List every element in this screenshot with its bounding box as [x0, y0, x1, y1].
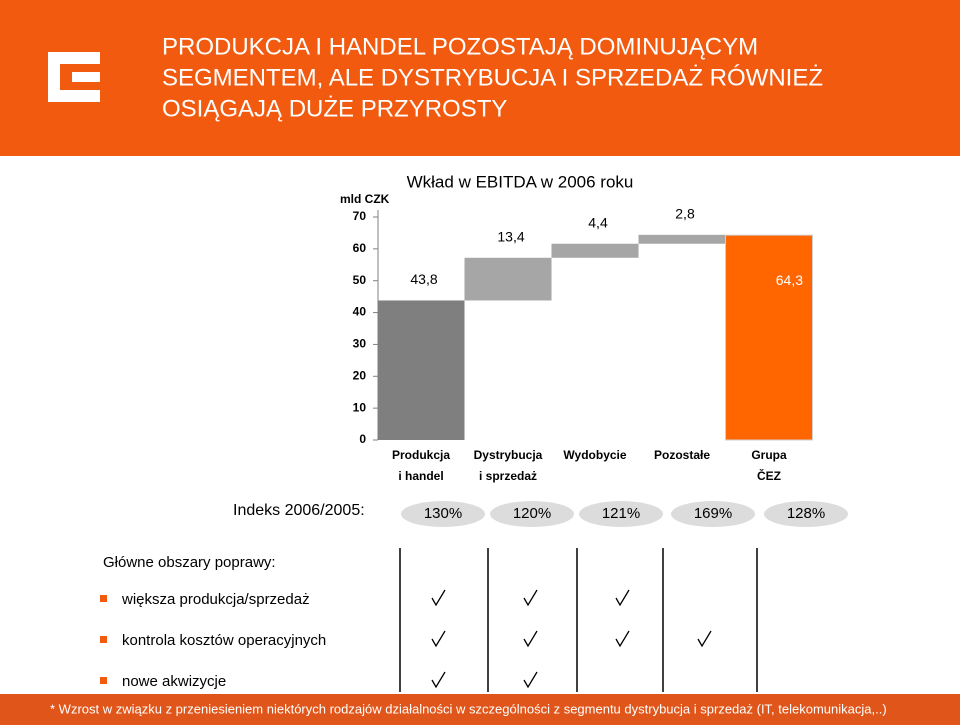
index-oval — [671, 501, 755, 527]
index-value: 120% — [513, 505, 551, 522]
y-tick-label: 0 — [359, 432, 366, 446]
bullet — [100, 636, 107, 643]
index-value: 128% — [787, 505, 825, 522]
checkmark — [697, 630, 712, 648]
y-tick-label: 60 — [353, 241, 367, 255]
checkmark — [431, 589, 446, 607]
index-oval — [490, 501, 574, 527]
improvement-label: kontrola kosztów operacyjnych — [122, 632, 326, 649]
bar — [725, 234, 813, 441]
y-tick-label: 50 — [353, 273, 367, 287]
bar — [464, 257, 552, 301]
bullet — [100, 595, 107, 602]
footnote: * Wzrost w związku z przeniesieniem niek… — [50, 701, 887, 716]
value-label: 13,4 — [497, 228, 524, 244]
title-line: SEGMENTEM, ALE DYSTRYBUCJA I SPRZEDAŻ RÓ… — [162, 64, 823, 91]
x-tick-label: Dystrybucja i sprzedaż — [473, 448, 543, 483]
checkmark — [431, 671, 446, 689]
x-tick-label: Pozostałe — [653, 448, 710, 462]
value-label: 64,3 — [776, 272, 803, 288]
index-value: 121% — [602, 505, 640, 522]
y-tick-label: 10 — [353, 400, 367, 414]
value-label: 2,8 — [675, 206, 695, 222]
checkmark — [523, 589, 538, 607]
title-line: OSIĄGAJĄ DUŻE PRZYROSTY — [162, 95, 507, 122]
y-tick-label: 20 — [353, 368, 367, 382]
index-oval — [764, 501, 848, 527]
value-label: 43,8 — [410, 271, 437, 287]
index-oval — [579, 501, 663, 527]
index-label: Indeks 2006/2005: — [233, 502, 365, 519]
y-tick-label: 70 — [353, 209, 367, 223]
checkmark — [431, 630, 446, 648]
x-tick-label: Grupa ČEZ — [751, 448, 787, 483]
bullet — [100, 677, 107, 684]
index-value: 169% — [694, 505, 732, 522]
logo — [48, 52, 100, 102]
checkmark — [615, 589, 630, 607]
header-band — [0, 0, 960, 156]
checkmark — [523, 671, 538, 689]
improvement-label: nowe akwizycje — [122, 673, 226, 690]
checkmark — [615, 630, 630, 648]
bar — [551, 243, 639, 258]
index-oval — [401, 501, 485, 527]
x-tick-label: Wydobycie — [563, 448, 627, 462]
x-tick-label: Produkcja i handel — [391, 448, 451, 483]
title-line: PRODUKCJA I HANDEL POZOSTAJĄ DOMINUJĄCYM — [162, 33, 758, 60]
improvements-heading: Główne obszary poprawy: — [103, 554, 276, 571]
y-axis-label: mld CZK — [340, 192, 390, 206]
chart-title: Wkład w EBITDA w 2006 roku — [407, 172, 634, 191]
y-tick-label: 40 — [353, 305, 367, 319]
checkmark — [523, 630, 538, 648]
bar — [377, 300, 465, 440]
y-tick-label: 30 — [353, 337, 367, 351]
index-value: 130% — [424, 505, 462, 522]
improvement-label: większa produkcja/sprzedaż — [121, 591, 310, 608]
footnote-band — [0, 694, 960, 725]
bar — [638, 234, 726, 244]
value-label: 4,4 — [588, 214, 608, 230]
